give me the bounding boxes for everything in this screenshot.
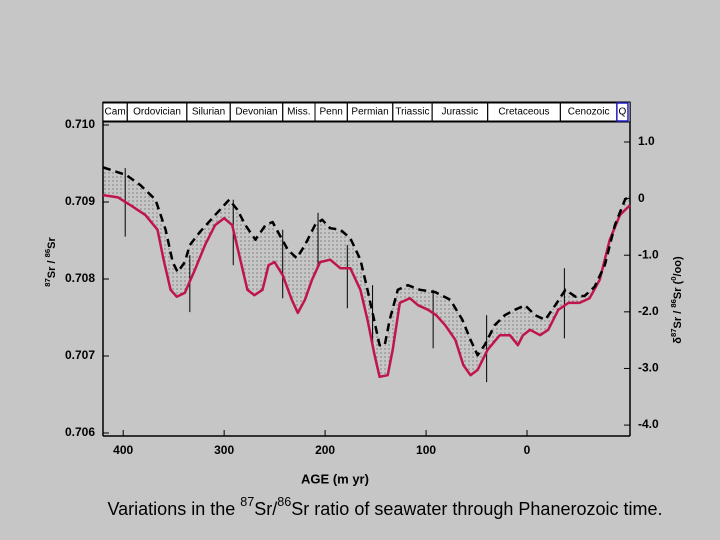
y2-axis-label-part: δ [672, 337, 684, 344]
caption-part: Sr/ [254, 499, 277, 519]
period-label: Penn [319, 107, 342, 118]
y2-axis-label-part: Sr / [672, 308, 684, 329]
y2-axis-label-part: 0 [669, 276, 678, 280]
y2-tick-label: 1.0 [638, 134, 655, 148]
y2-tick-label: 0 [638, 191, 645, 205]
period-label: Q [619, 107, 627, 118]
period-cell [616, 102, 629, 122]
x-tick-label: 400 [113, 443, 133, 457]
x-tick-label: 100 [416, 443, 436, 457]
y-axis-label-part: Sr / [46, 257, 58, 278]
period-label: Miss. [287, 107, 310, 118]
caption-part: Variations in the [108, 499, 241, 519]
y2-tick-label: -3.0 [638, 361, 659, 375]
period-label: Cam [105, 107, 126, 118]
period-label: Cenozoic [568, 107, 610, 118]
y-axis-label-part: 86 [43, 249, 52, 258]
line [102, 193, 631, 379]
y-tick-label: 0.706 [65, 425, 95, 439]
range-fill [103, 167, 630, 377]
y-axis-label: 87Sr / 86Sr [43, 237, 58, 287]
period-label: Permian [351, 107, 388, 118]
caption-part: 86 [277, 495, 291, 509]
y2-axis-label-part: /oo) [672, 256, 684, 276]
period-label: Cretaceous [498, 107, 549, 118]
y2-axis-label: δ87Sr / 86Sr (0/oo) [669, 256, 684, 344]
y2-axis-label-part: 87 [669, 328, 678, 337]
x-tick-label: 200 [315, 443, 335, 457]
caption: Variations in the 87Sr/86Sr ratio of sea… [108, 495, 663, 518]
period-label: Devonian [235, 107, 277, 118]
y-tick-label: 0.709 [65, 194, 95, 208]
y-tick-label: 0.710 [65, 117, 95, 131]
period-label: Jurassic [442, 107, 479, 118]
x-tick-label: 0 [524, 443, 531, 457]
y-tick-label: 0.707 [65, 348, 95, 362]
caption-part: 87 [240, 495, 254, 509]
period-label: Ordovician [133, 107, 181, 118]
period-label: Silurian [192, 107, 225, 118]
x-axis-label: AGE (m yr) [301, 471, 369, 486]
y2-tick-label: -2.0 [638, 304, 659, 318]
line [102, 166, 631, 357]
y-tick-label: 0.708 [65, 271, 95, 285]
y2-tick-label: -4.0 [638, 417, 659, 431]
caption-part: Sr ratio of seawater through Phanerozoic… [291, 499, 662, 519]
y2-axis-label-part: 86 [669, 299, 678, 308]
period-label: Triassic [395, 107, 429, 118]
y-axis-label-part: 87 [43, 278, 52, 287]
y2-tick-label: -1.0 [638, 247, 659, 261]
y-axis-label-part: Sr [46, 237, 58, 249]
y2-axis-label-part: Sr ( [672, 280, 684, 299]
x-tick-label: 300 [214, 443, 234, 457]
